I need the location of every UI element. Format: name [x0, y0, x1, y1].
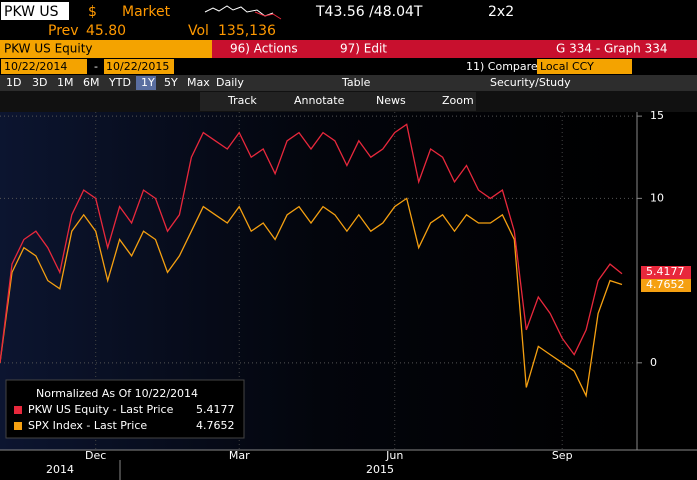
size: 2x2 — [488, 4, 514, 20]
header-bar — [0, 0, 697, 40]
sparkline — [204, 5, 274, 17]
edit[interactable]: 97) Edit — [340, 42, 387, 56]
table[interactable]: Table — [341, 76, 371, 89]
y-tick-label: 15 — [650, 109, 664, 122]
start-date-box[interactable] — [1, 59, 87, 74]
range-button[interactable]: 1Y — [141, 76, 155, 89]
study[interactable]: Security/Study — [490, 76, 571, 89]
range-button[interactable]: 6M — [83, 76, 100, 89]
ccy-box[interactable] — [537, 59, 632, 74]
last-value-label: 5.4177 — [646, 265, 685, 278]
graph-name: G 334 - Graph 334 — [556, 42, 668, 56]
range-button[interactable]: YTD — [108, 76, 131, 89]
series-line — [0, 123, 623, 363]
security-box — [0, 40, 212, 58]
date-bar — [0, 58, 697, 75]
range-button[interactable]: 5Y — [164, 76, 178, 89]
legend-title: Normalized As Of 10/22/2014 — [36, 387, 198, 400]
currency: $ — [88, 4, 97, 20]
x-tick-label: Mar — [229, 449, 250, 462]
last-value-label: 4.7652 — [646, 278, 685, 291]
legend-name: SPX Index - Last Price — [28, 419, 147, 432]
security: PKW US Equity — [4, 42, 93, 56]
x-tick-label: Dec — [85, 449, 106, 462]
tool-button[interactable]: Track — [227, 94, 257, 107]
tool-box — [200, 92, 476, 111]
legend-value: 4.7652 — [196, 419, 235, 432]
toolbar — [0, 75, 697, 91]
compare: 11) Compare — [466, 60, 538, 73]
legend-swatch — [14, 406, 22, 414]
x-tick-label: Sep — [552, 449, 573, 462]
prev-label: Prev — [48, 23, 79, 39]
y-tick-label: 0 — [650, 356, 657, 369]
tool-button[interactable]: News — [376, 94, 406, 107]
range-button[interactable]: 1D — [6, 76, 21, 89]
legend-box — [5, 379, 245, 439]
end-date-box[interactable] — [104, 59, 174, 74]
vol-label: Vol — [188, 23, 209, 39]
range-selected — [136, 76, 156, 90]
series-line — [0, 197, 623, 398]
ticker-box[interactable] — [1, 2, 69, 20]
last-value-box — [641, 279, 691, 292]
start-date: 10/22/2014 — [4, 60, 67, 73]
last-value-box — [641, 266, 691, 279]
market: Market — [122, 4, 171, 20]
vol: 135,136 — [218, 23, 276, 39]
legend-swatch — [14, 422, 22, 430]
prev: 45.80 — [86, 23, 126, 39]
year-label: 2014 — [46, 463, 74, 476]
year-label: 2015 — [366, 463, 394, 476]
y-tick-label: 10 — [650, 191, 664, 204]
ccy: Local CCY — [540, 60, 594, 73]
range-button[interactable]: 1M — [57, 76, 74, 89]
end-date: 10/22/2015 — [106, 60, 169, 73]
period[interactable]: Daily — [216, 76, 244, 89]
sparkline-red — [254, 11, 282, 20]
legend-value: 5.4177 — [196, 403, 235, 416]
tool-button[interactable]: Zoom — [442, 94, 474, 107]
tool-button[interactable]: Annotate — [294, 94, 345, 107]
range-button[interactable]: Max — [187, 76, 210, 89]
date-sep: - — [94, 60, 98, 73]
actions[interactable]: 96) Actions — [230, 42, 298, 56]
legend-name: PKW US Equity - Last Price — [28, 403, 174, 416]
quote: T43.56 /48.04T — [315, 4, 423, 20]
x-tick-label: Jun — [385, 449, 403, 462]
ticker: PKW US — [4, 4, 59, 20]
range-button[interactable]: 3D — [32, 76, 47, 89]
